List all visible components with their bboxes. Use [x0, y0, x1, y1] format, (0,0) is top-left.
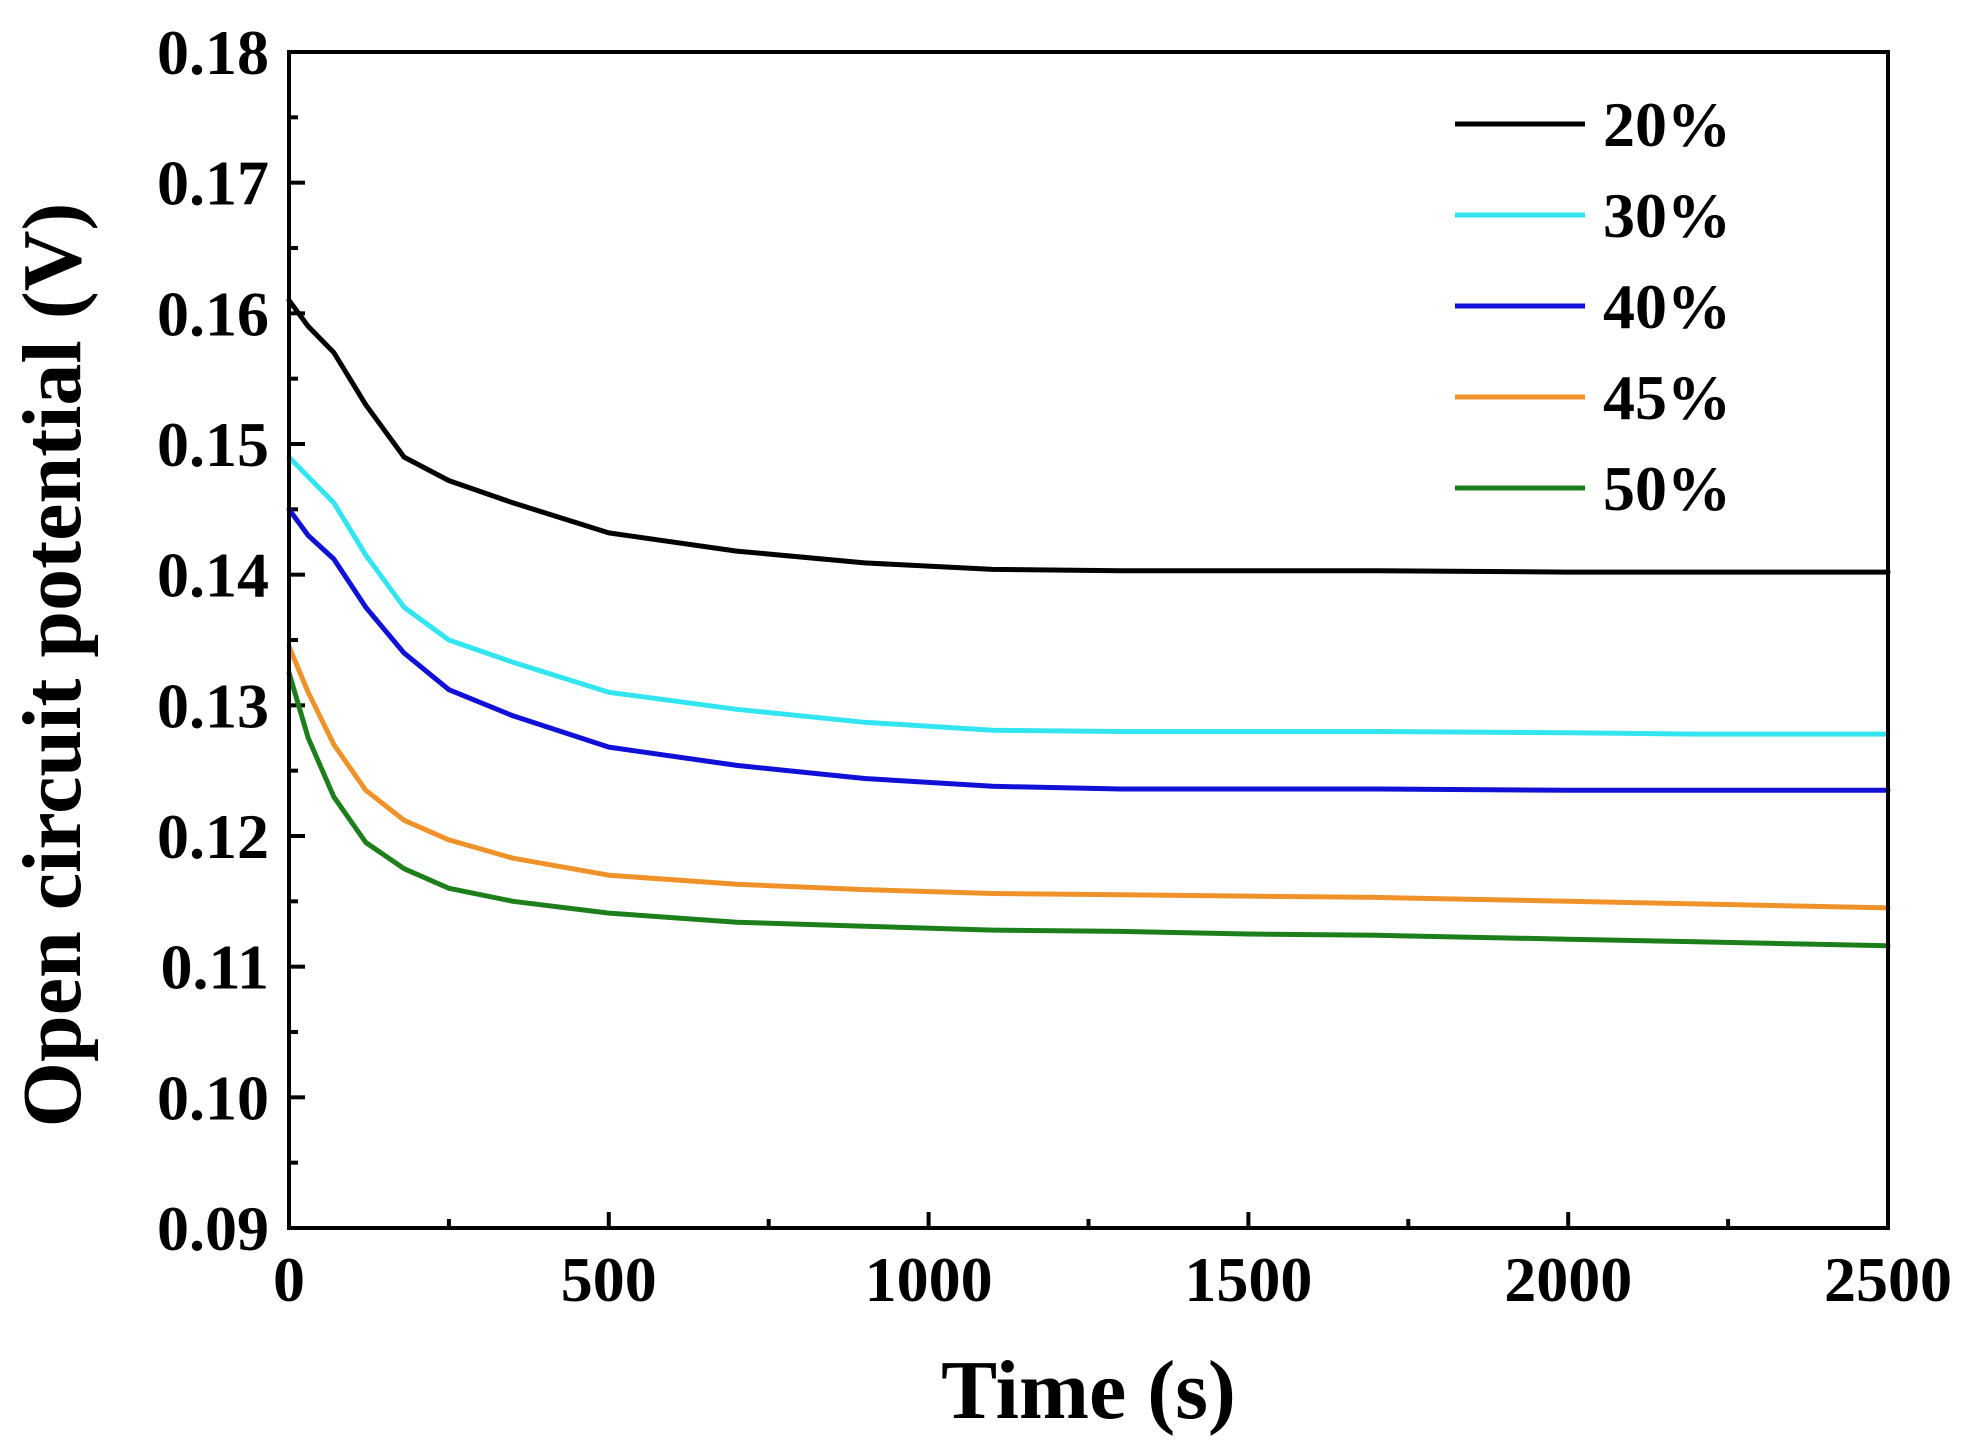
series-line-20pct	[286, 297, 1891, 575]
x-tick-label: 1500	[1184, 1244, 1312, 1315]
y-axis-tick-labels: 0.09 0.10 0.11 0.12 0.13 0.14 0.15 0.16 0.17 0.18	[157, 17, 269, 1264]
y-axis-title: Open circuit potential (V)	[6, 203, 99, 1128]
y-tick-label: 0.12	[157, 801, 269, 872]
y-tick-label: 0.14	[157, 540, 269, 611]
series-line-30pct	[286, 454, 1891, 737]
y-tick-label: 0.13	[157, 670, 269, 741]
y-tick-label: 0.15	[157, 409, 269, 480]
legend-label: 50%	[1603, 453, 1731, 524]
x-axis-ticks	[287, 1212, 1890, 1228]
x-tick-label: 2000	[1504, 1244, 1632, 1315]
series-line-45pct	[286, 644, 1891, 911]
legend: 20% 30% 40% 45% 50%	[1455, 89, 1731, 524]
y-tick-label: 0.17	[157, 148, 269, 219]
series-lines	[286, 297, 1891, 949]
y-tick-label: 0.11	[161, 932, 269, 1003]
y-axis-ticks	[289, 50, 305, 1230]
x-tick-label: 500	[561, 1244, 657, 1315]
series-line-50pct	[286, 670, 1891, 949]
y-tick-label: 0.09	[157, 1193, 269, 1264]
plot-frame	[287, 50, 1890, 1230]
y-tick-label: 0.16	[157, 278, 269, 349]
legend-label: 20%	[1603, 89, 1731, 160]
y-tick-label: 0.10	[157, 1062, 269, 1133]
series-line-40pct	[286, 506, 1891, 793]
x-axis-title: Time (s)	[941, 1344, 1236, 1437]
y-tick-label: 0.18	[157, 17, 269, 88]
legend-label: 40%	[1603, 271, 1731, 342]
x-tick-label: 2500	[1824, 1244, 1952, 1315]
legend-label: 30%	[1603, 180, 1731, 251]
x-tick-label: 0	[273, 1244, 305, 1315]
legend-label: 45%	[1603, 362, 1731, 433]
x-axis-tick-labels: 0 500 1000 1500 2000 2500	[273, 1244, 1952, 1315]
x-tick-label: 1000	[865, 1244, 993, 1315]
